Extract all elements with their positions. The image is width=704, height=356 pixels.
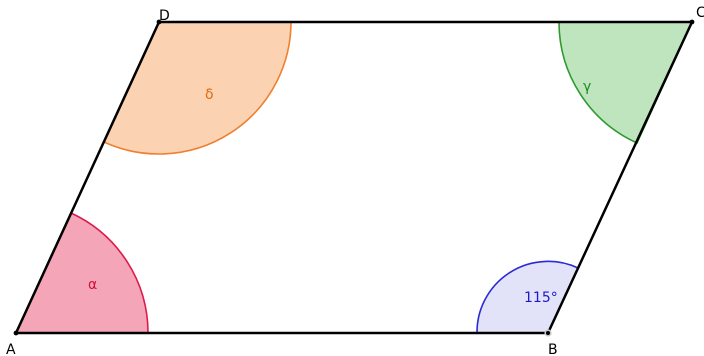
angle-delta-label: δ <box>205 87 214 103</box>
angle-delta-sector <box>102 21 292 155</box>
vertex-d-label: D <box>159 8 170 24</box>
angle-alpha-sector <box>14 211 149 334</box>
angle-alpha-label: α <box>88 277 97 293</box>
vertex-d-point <box>156 19 162 25</box>
angle-beta-label: 115° <box>524 290 558 306</box>
angle-gamma-sector <box>558 21 694 145</box>
angle-gamma-label: γ <box>583 79 591 95</box>
side-da <box>14 20 161 335</box>
vertex-a-point <box>13 330 19 336</box>
vertex-b-label: B <box>548 342 558 356</box>
side-bc <box>546 20 694 335</box>
vertex-c-point <box>689 19 695 25</box>
vertex-a-label: A <box>6 342 16 356</box>
vertex-c-label: C <box>696 5 704 21</box>
vertex-b-point <box>546 331 550 335</box>
parallelogram-sides <box>14 20 694 335</box>
angle-beta-sector <box>476 260 580 334</box>
